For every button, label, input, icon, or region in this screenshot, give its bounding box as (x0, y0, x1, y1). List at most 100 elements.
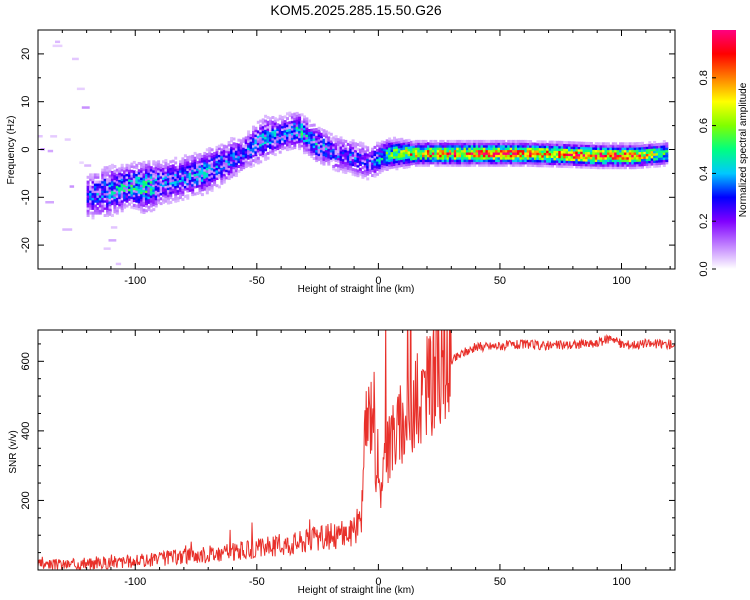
spectrogram-cell (519, 154, 523, 158)
spectrogram-cell (597, 147, 601, 151)
spectrogram-cell (286, 136, 289, 140)
spectrogram-cell (96, 206, 100, 210)
spectrogram-cell (222, 161, 226, 165)
spectrogram-cell (660, 142, 664, 146)
spectrogram-cell (283, 120, 287, 124)
spectrogram-cell (162, 177, 165, 180)
spectrogram-cell (658, 152, 661, 156)
spectrogram-cell (543, 162, 547, 165)
spectrogram-cell (137, 193, 141, 197)
spectrogram-cell (266, 116, 270, 119)
spectrogram-cell (363, 152, 367, 156)
spectrogram-cell (215, 145, 219, 149)
y-tick-label: 20 (20, 48, 32, 60)
spectrogram-cell (414, 163, 418, 167)
spectrogram-cell (200, 166, 204, 170)
spectrogram-cell (290, 146, 294, 150)
spectrogram-cell (120, 190, 124, 194)
spectrogram-cell (371, 157, 375, 161)
spectrogram-cell (619, 159, 623, 163)
spectrogram-cell (427, 163, 430, 167)
spectrogram-cell (169, 179, 173, 183)
spectrogram-cell (188, 177, 192, 180)
spectrogram-cell (305, 131, 309, 135)
spectrogram-cell (191, 169, 195, 173)
spectrogram-cell (247, 163, 251, 167)
spectrogram-cell (193, 171, 197, 174)
spectrogram-cell (383, 160, 387, 164)
spectrogram-cell (118, 167, 122, 171)
spectrogram-cell (145, 187, 148, 191)
spectrogram-cell (329, 139, 333, 143)
spectrogram-cell (354, 147, 358, 151)
spectrogram-cell (208, 183, 212, 186)
spectrogram-cell (468, 163, 472, 167)
spectrogram-cell (327, 153, 331, 157)
spectrogram-cell (300, 142, 304, 145)
spectrogram-cell (514, 161, 518, 165)
spectrogram-cell (269, 119, 272, 123)
spectrogram-cell (115, 211, 119, 215)
spectrogram-cell (577, 155, 581, 159)
spectrogram-cell (149, 166, 153, 170)
spectrogram-cell (492, 144, 496, 148)
spectrogram-cell (458, 149, 462, 153)
spectrogram-cell (368, 151, 372, 155)
spectrogram-cell (232, 137, 236, 141)
spectrogram-cell (563, 162, 567, 166)
spectrogram-cell (106, 185, 110, 189)
spectrogram-cell (480, 159, 484, 163)
spectrogram-cell (230, 175, 234, 179)
spectrogram-cell (446, 142, 450, 146)
spectrogram-cell (276, 144, 280, 148)
spectrogram-cell (147, 167, 151, 171)
colorbar-tick-label: 0.6 (698, 118, 710, 133)
spectrogram-cell (62, 228, 73, 231)
spectrogram-cell (227, 177, 231, 180)
spectrogram-cell (480, 147, 484, 151)
spectrogram-cell (234, 174, 238, 177)
spectrogram-cell (570, 160, 574, 164)
spectrogram-cell (198, 177, 202, 180)
spectrogram-cell (611, 166, 615, 170)
spectrogram-cell (337, 152, 340, 156)
spectrogram-cell (254, 145, 258, 149)
spectrogram-cell (193, 178, 197, 182)
spectrogram-cell (149, 199, 153, 203)
spectrogram-cell (461, 156, 464, 160)
spectrogram-cell (517, 154, 520, 158)
spectrogram-cell (145, 175, 148, 179)
spectrogram-cell (140, 186, 144, 190)
spectrogram-cell (89, 211, 93, 215)
spectrogram-cell (538, 142, 542, 146)
x-tick-label: 0 (375, 576, 381, 588)
spectrogram-cell (453, 154, 457, 158)
spectrogram-cell (653, 155, 657, 159)
spectrogram-cell (538, 149, 542, 153)
spectrogram-cell (499, 163, 503, 167)
spectrogram-cell (101, 190, 105, 194)
spectrogram-cell (585, 163, 588, 167)
spectrogram-cell (482, 139, 486, 143)
spectrogram-cell (110, 190, 114, 194)
spectrogram-cell (130, 169, 134, 173)
spectrogram-cell (96, 209, 100, 213)
spectrogram-cell (453, 139, 457, 143)
spectrogram-cell (463, 144, 467, 148)
spectrogram-cell (572, 153, 576, 157)
spectrogram-cell (305, 141, 309, 145)
spectrogram-cell (444, 156, 447, 160)
spectrogram-cell (222, 173, 226, 177)
spectrogram-cell (446, 144, 450, 148)
spectrogram-cell (650, 143, 654, 147)
spectrogram-cell (611, 161, 615, 165)
spectrogram-cell (529, 161, 533, 165)
spectrogram-cell (397, 162, 401, 166)
spectrogram-cell (174, 180, 178, 184)
spectrogram-cell (115, 197, 119, 201)
spectrogram-cell (152, 208, 156, 212)
spectrogram-cell (475, 144, 479, 148)
spectrogram-cell (405, 160, 409, 164)
spectrogram-cell (602, 159, 606, 163)
spectrogram-cell (482, 161, 486, 165)
